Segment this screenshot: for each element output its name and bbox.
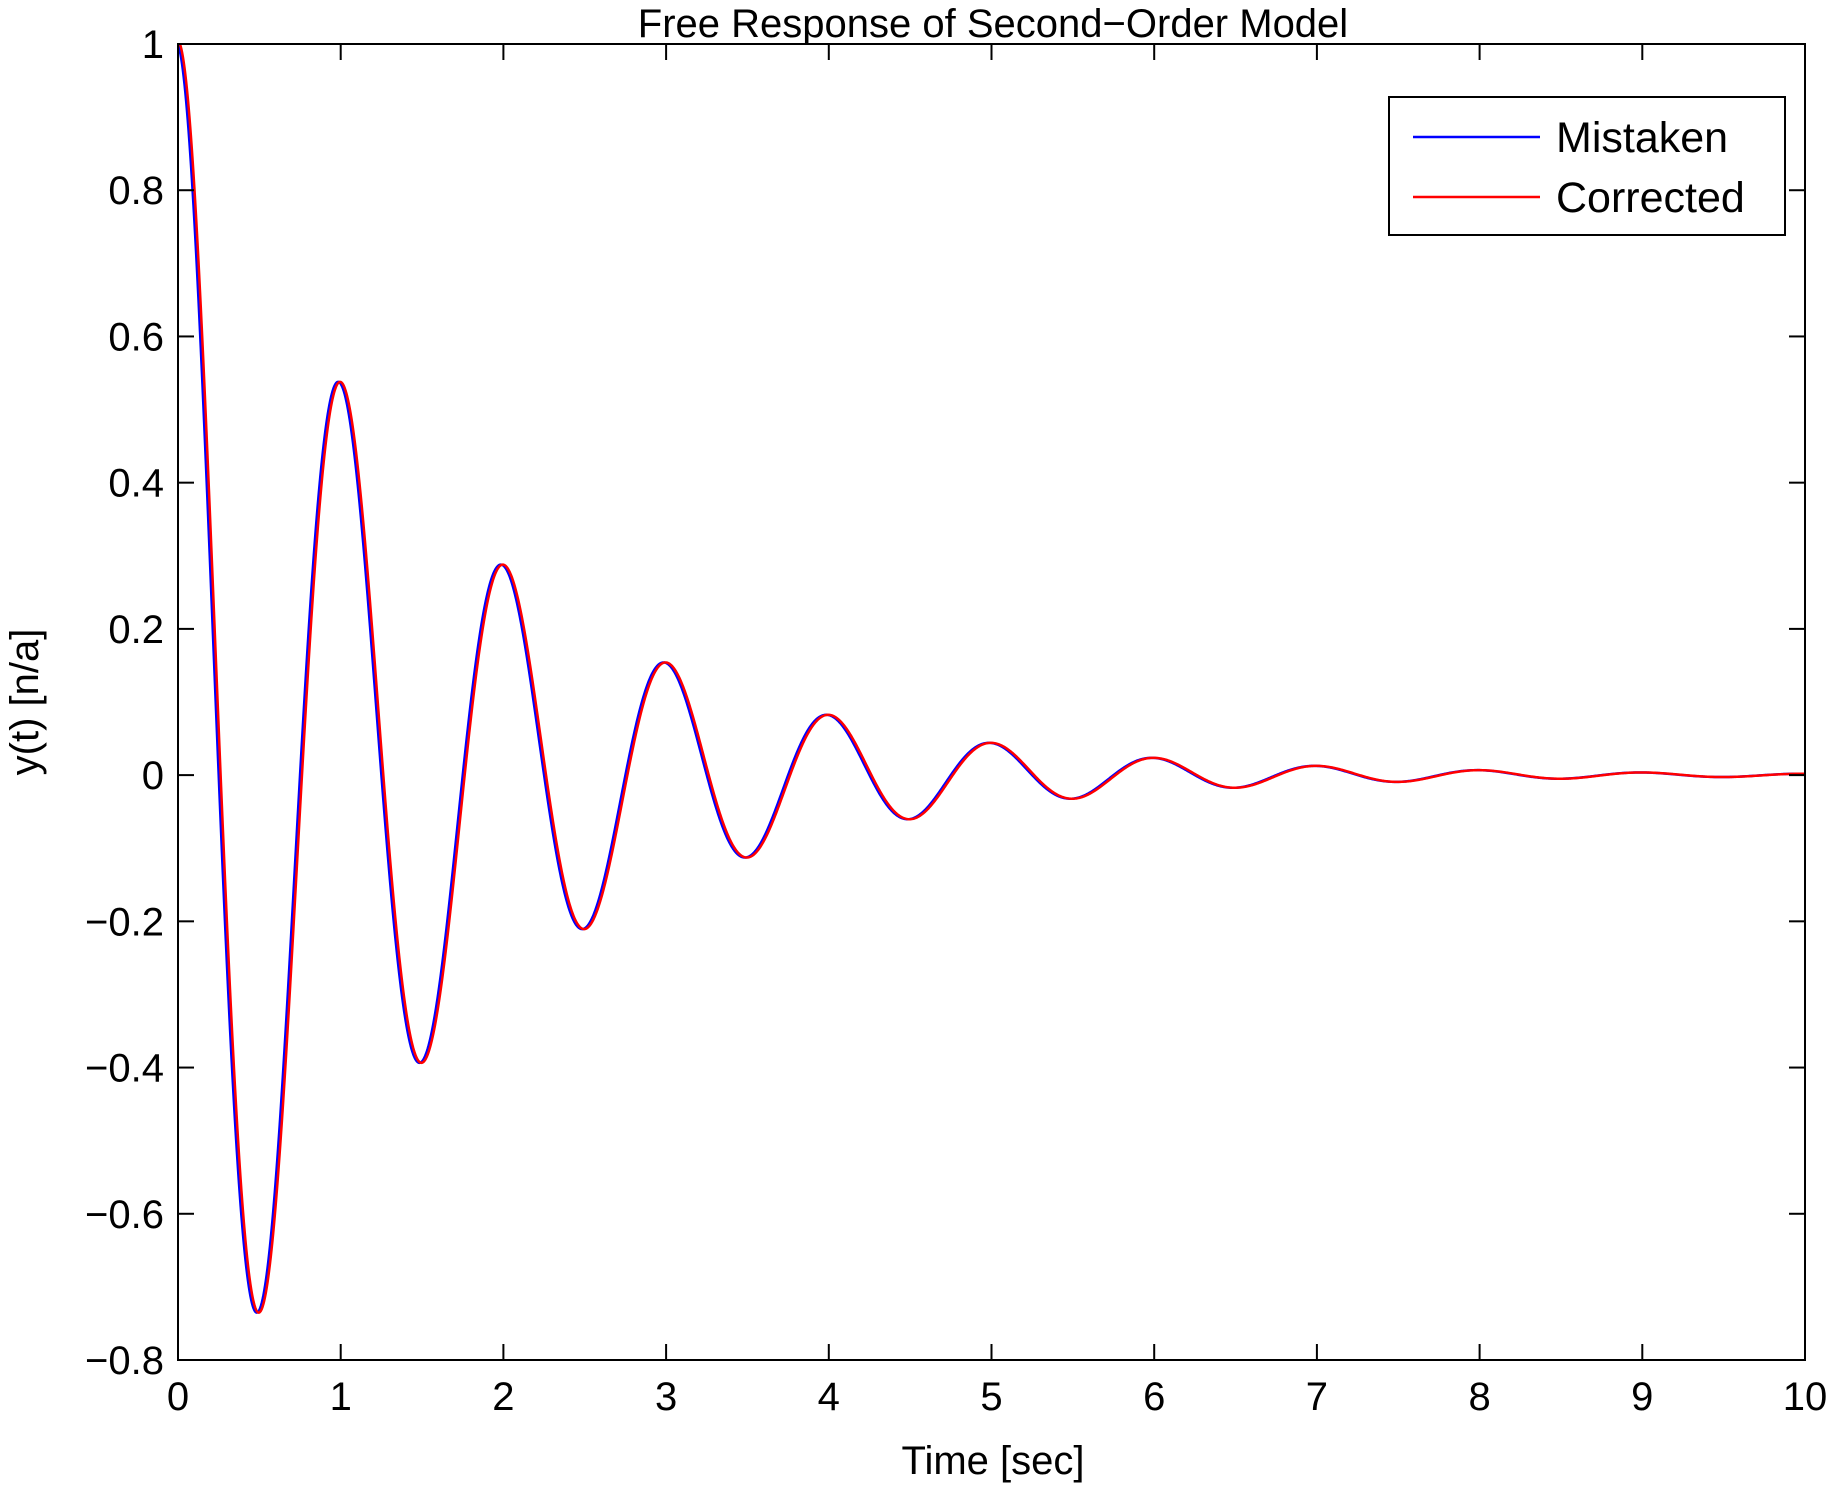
- x-tick-label: 0: [167, 1375, 189, 1419]
- x-axis-title: Time [sec]: [902, 1439, 1085, 1483]
- plot-area: [178, 44, 1805, 1360]
- x-tick-label: 4: [818, 1375, 840, 1419]
- y-tick-label: 1: [142, 23, 164, 67]
- legend-label-mistaken: Mistaken: [1556, 114, 1728, 162]
- legend: Mistaken Corrected: [1388, 96, 1786, 236]
- y-axis-title: y(t) [n/a]: [3, 629, 47, 776]
- x-tick-label: 6: [1143, 1375, 1165, 1419]
- y-tick-label: −0.6: [85, 1193, 164, 1237]
- y-tick-label: 0.4: [108, 462, 164, 506]
- y-tick-label: 0.6: [108, 315, 164, 359]
- x-tick-label: 9: [1631, 1375, 1653, 1419]
- x-tick-label: 3: [655, 1375, 677, 1419]
- plot-frame: [177, 43, 1806, 1361]
- tick-layer: 0 1 2 3 4 5 6 7 8 9 10 −0.8 −0.6 −0.4 −0.2 0 0.2 0.4 0.6 0.…: [85, 23, 1827, 1419]
- y-tick-label: 0.8: [108, 169, 164, 213]
- chart-title: Free Response of Second−Order Model: [638, 2, 1348, 46]
- y-tick-label: −0.8: [85, 1339, 164, 1383]
- y-tick-label: −0.2: [85, 900, 164, 944]
- legend-label-corrected: Corrected: [1556, 174, 1745, 222]
- x-tick-label: 1: [330, 1375, 352, 1419]
- legend-box: [1388, 96, 1786, 236]
- y-tick-label: −0.4: [85, 1047, 164, 1091]
- x-tick-label: 2: [492, 1375, 514, 1419]
- x-tick-label: 10: [1783, 1375, 1828, 1419]
- y-tick-label: 0: [142, 754, 164, 798]
- series-line-corrected: [178, 44, 1805, 1314]
- y-tick-label: 0.2: [108, 608, 164, 652]
- x-tick-label: 5: [980, 1375, 1002, 1419]
- x-tick-label: 7: [1306, 1375, 1328, 1419]
- x-tick-label: 8: [1468, 1375, 1490, 1419]
- series-layer: [178, 44, 1805, 1314]
